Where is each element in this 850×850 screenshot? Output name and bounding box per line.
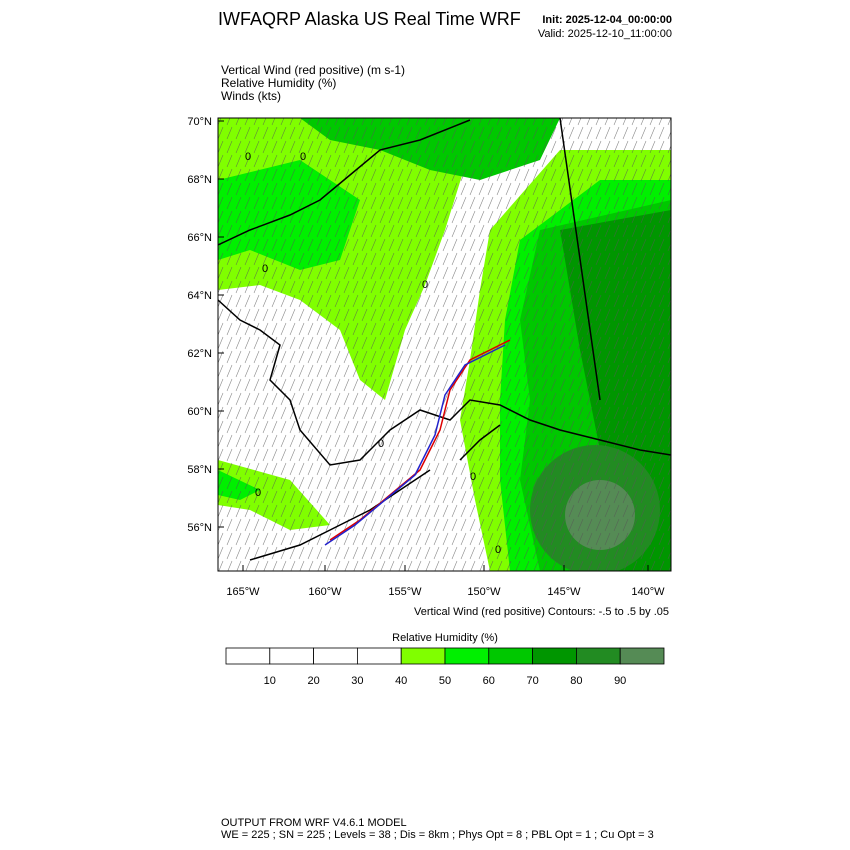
field-label: Relative Humidity (%) xyxy=(221,76,336,90)
colorbar-box xyxy=(488,647,533,665)
lat-label: 60°N xyxy=(187,406,212,418)
colorbar-box xyxy=(532,647,577,665)
lat-label: 66°N xyxy=(187,232,212,244)
colorbar-box xyxy=(619,647,665,665)
colorbar-box xyxy=(269,647,314,665)
footer-line: OUTPUT FROM WRF V4.6.1 MODEL xyxy=(221,817,407,829)
lon-label: 165°W xyxy=(226,586,260,598)
colorbar-box xyxy=(356,647,402,665)
contour-label: 0 xyxy=(378,438,384,450)
contour-label: 0 xyxy=(255,487,261,499)
title: IWFAQRP Alaska US Real Time WRF xyxy=(218,9,521,29)
lat-label: 68°N xyxy=(187,174,212,186)
lon-label: 155°W xyxy=(388,586,422,598)
contour-label: 0 xyxy=(300,151,306,163)
colorbar-box xyxy=(400,647,446,665)
init-time: Init: 2025-12-04_00:00:00 xyxy=(542,14,672,26)
colorbar-label: 40 xyxy=(395,675,407,687)
lon-label: 145°W xyxy=(547,586,581,598)
lat-label: 58°N xyxy=(187,464,212,476)
colorbar-label: 80 xyxy=(570,675,582,687)
footer-line: WE = 225 ; SN = 225 ; Levels = 38 ; Dis … xyxy=(221,829,654,841)
colorbar-label: 50 xyxy=(439,675,451,687)
contour-label: 0 xyxy=(422,279,428,291)
map-frame xyxy=(217,117,672,572)
lat-label: 56°N xyxy=(187,522,212,534)
colorbar-label: 90 xyxy=(614,675,626,687)
contour-label: 0 xyxy=(495,544,501,556)
colorbar-box xyxy=(444,647,490,665)
lon-labels: 165°W 160°W 155°W 150°W 145°W 140°W xyxy=(226,565,665,598)
lat-label: 70°N xyxy=(187,116,212,128)
contour-note: Vertical Wind (red positive) Contours: -… xyxy=(414,606,669,618)
contour-label: 0 xyxy=(470,471,476,483)
field-label: Winds (kts) xyxy=(221,89,281,103)
colorbar: 10 20 30 40 50 60 70 80 90 xyxy=(225,647,665,687)
contour-label: 0 xyxy=(262,263,268,275)
lon-label: 150°W xyxy=(467,586,501,598)
contour-label: 0 xyxy=(245,151,251,163)
colorbar-label: 30 xyxy=(351,675,363,687)
colorbar-box xyxy=(225,647,271,665)
lat-label: 64°N xyxy=(187,290,212,302)
field-label: Vertical Wind (red positive) (m s-1) xyxy=(221,63,405,77)
lat-label: 62°N xyxy=(187,348,212,360)
colorbar-box xyxy=(313,647,358,665)
colorbar-label: 60 xyxy=(483,675,495,687)
lat-labels: 70°N 68°N 66°N 64°N 62°N 60°N 58°N 56°N xyxy=(187,116,224,534)
colorbar-label: 10 xyxy=(264,675,276,687)
lon-label: 140°W xyxy=(631,586,665,598)
colorbar-label: 70 xyxy=(526,675,538,687)
lon-label: 160°W xyxy=(308,586,342,598)
valid-time: Valid: 2025-12-10_11:00:00 xyxy=(538,28,672,40)
map-area xyxy=(218,118,671,571)
colorbar-box xyxy=(576,647,621,665)
contour-labels: 0 0 0 0 0 0 0 0 xyxy=(245,151,501,556)
colorbar-title: Relative Humidity (%) xyxy=(392,632,498,644)
colorbar-label: 20 xyxy=(307,675,319,687)
